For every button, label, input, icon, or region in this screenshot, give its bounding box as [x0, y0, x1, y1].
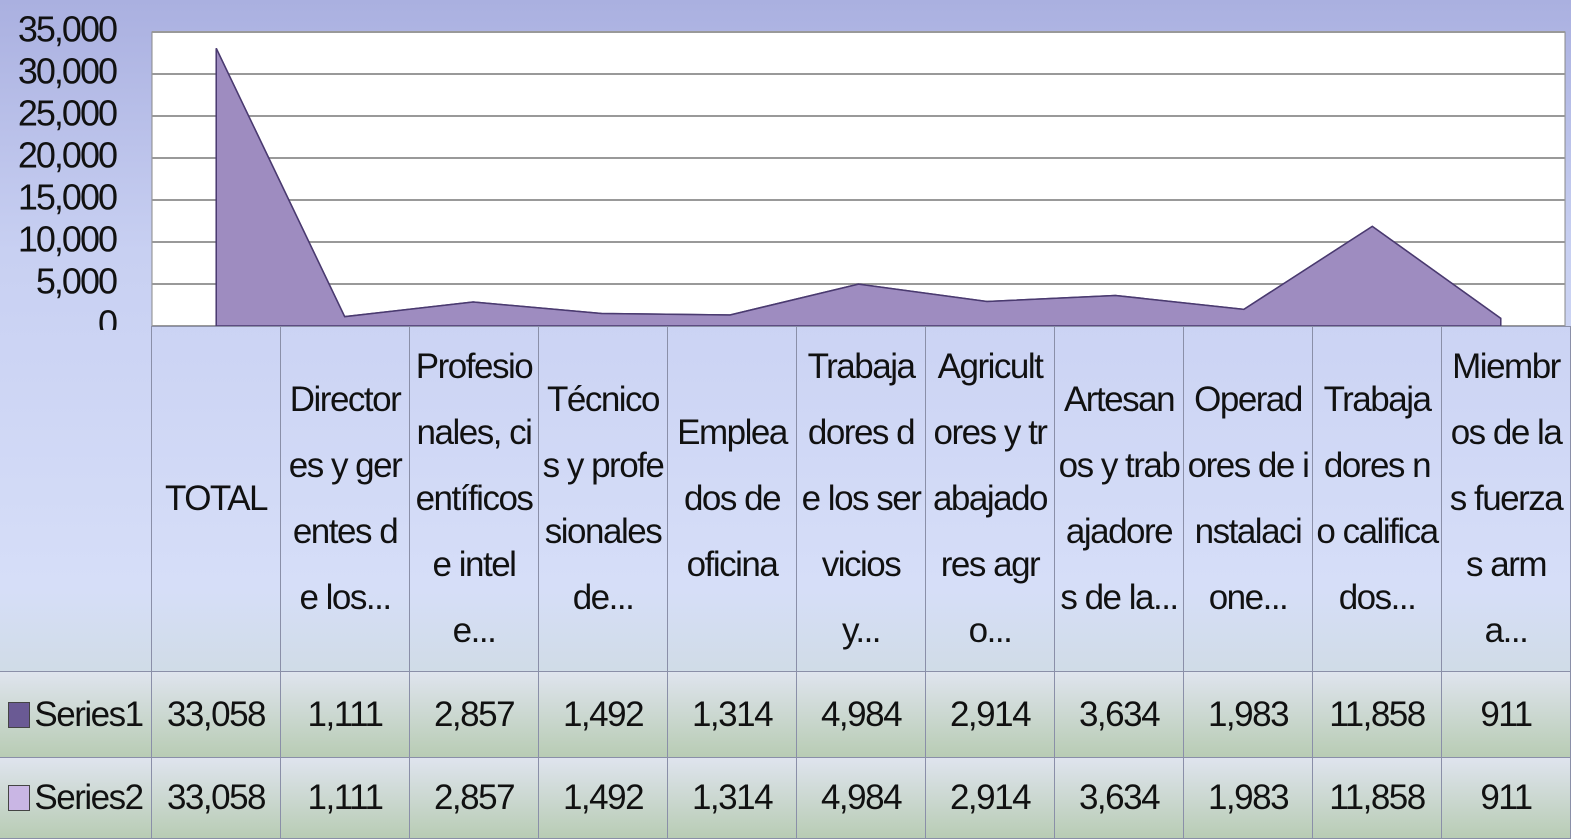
category-label: Empleados de oficina: [668, 326, 797, 672]
category-label: Directores y gerentes de los...: [281, 326, 410, 672]
y-tick-label: 5,000: [36, 261, 117, 302]
category-label: Operadores de instalacione...: [1184, 326, 1313, 672]
data-table: TOTAL Directores y gerentes de los... Prof…: [0, 326, 1571, 839]
table-value: 3,634: [1055, 758, 1184, 839]
table-value: 2,857: [410, 672, 539, 758]
y-tick-label: 35,000: [18, 9, 117, 50]
table-value: 11,858: [1313, 672, 1442, 758]
table-value: 33,058: [152, 672, 281, 758]
area: [215, 47, 1502, 327]
table-value: 2,914: [926, 758, 1055, 839]
table-value: 33,058: [152, 758, 281, 839]
table-value: 2,914: [926, 672, 1055, 758]
table-value: 1,983: [1184, 758, 1313, 839]
category-label: TOTAL: [152, 326, 281, 672]
y-tick-label: 25,000: [18, 93, 117, 134]
category-label: Profesionales, científicos e intele...: [410, 326, 539, 672]
table-value: 911: [1442, 672, 1571, 758]
category-label: Técnicos y profesionales de...: [539, 326, 668, 672]
category-label: Miembros de las fuerzas arma...: [1442, 326, 1571, 672]
y-tick-label: 15,000: [18, 177, 117, 218]
table-value: 4,984: [797, 758, 926, 839]
table-value: 911: [1442, 758, 1571, 839]
y-tick-label: 20,000: [18, 135, 117, 176]
table-value: 3,634: [1055, 672, 1184, 758]
table-value: 11,858: [1313, 758, 1442, 839]
plot: 05,00010,00015,00020,00025,00030,00035,0…: [18, 9, 1566, 330]
category-label: Artesanos y trabajadores de la...: [1055, 326, 1184, 672]
table-value: 2,857: [410, 758, 539, 839]
legend-key: [8, 701, 31, 728]
legend-label: Series2: [34, 778, 144, 817]
legend-label: Series1: [34, 694, 144, 734]
table-value: 1,492: [539, 758, 668, 839]
y-tick-label: 0: [98, 303, 117, 330]
table-value: 4,984: [797, 672, 926, 758]
legend-key: [8, 785, 31, 811]
y-tick-label: 30,000: [18, 51, 117, 92]
category-label: Trabajadores no calificados...: [1313, 326, 1442, 672]
legend-entry: Series2: [0, 758, 152, 839]
table-value: 1,111: [281, 758, 410, 839]
legend-entry: Series1: [0, 672, 152, 758]
y-tick-label: 10,000: [18, 219, 117, 260]
table-value: 1,314: [668, 672, 797, 758]
table-value: 1,983: [1184, 672, 1313, 758]
corner: [0, 326, 152, 672]
category-label: Agricultores y trabajadores agro...: [926, 326, 1055, 672]
table-value: 1,111: [281, 672, 410, 758]
category-label: Trabajadores de los servicios y...: [797, 326, 926, 672]
table-value: 1,492: [539, 672, 668, 758]
table-value: 1,314: [668, 758, 797, 839]
